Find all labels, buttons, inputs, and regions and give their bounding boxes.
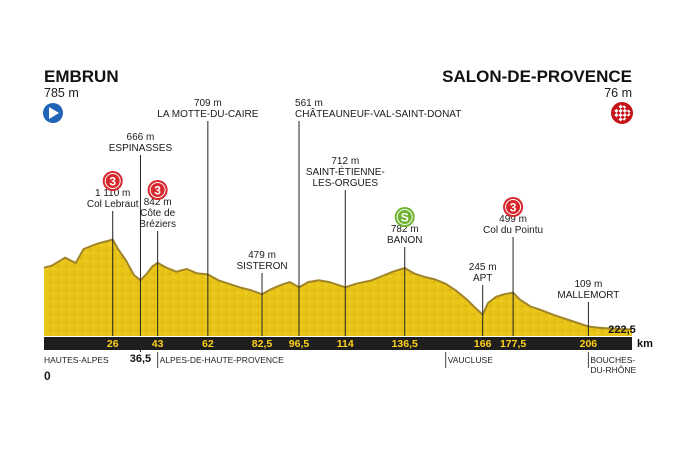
waypoint-name: MALLEMORT bbox=[557, 290, 619, 301]
waypoint-name: LA MOTTE-DU-CAIRE bbox=[157, 109, 258, 120]
waypoint-altitude: 709 m bbox=[194, 98, 222, 109]
waypoint-altitude: 109 m bbox=[574, 279, 602, 290]
start-altitude: 785 m bbox=[44, 86, 79, 100]
badge-ring bbox=[149, 182, 166, 198]
region-label: VAUCLUSE bbox=[448, 355, 494, 365]
km-bar bbox=[44, 337, 632, 350]
waypoint-altitude: 842 m bbox=[144, 197, 172, 208]
waypoint-name: APT bbox=[473, 273, 492, 284]
finish-altitude: 76 m bbox=[604, 86, 632, 100]
badge-ring bbox=[104, 173, 121, 189]
finish-town: SALON-DE-PROVENCE bbox=[442, 67, 632, 86]
waypoint-name: CHÂTEAUNEUF-VAL-SAINT-DONAT bbox=[295, 107, 461, 120]
badge-label: 3 bbox=[510, 201, 517, 215]
badge-label: 3 bbox=[154, 184, 161, 198]
waypoint-altitude: 666 m bbox=[127, 132, 155, 143]
region-label: ALPES-DE-HAUTE-PROVENCE bbox=[160, 355, 285, 365]
waypoint-name: Col Lebraut bbox=[87, 199, 139, 210]
badge-label: S bbox=[401, 211, 409, 225]
waypoint-altitude: 782 m bbox=[391, 224, 419, 235]
km-tick-label: 206 bbox=[580, 338, 598, 350]
region-label: HAUTES-ALPES bbox=[44, 355, 109, 365]
km-tick-label: 62 bbox=[202, 338, 214, 350]
origin-label: 0 bbox=[44, 369, 51, 383]
km-unit-label: km bbox=[637, 338, 653, 350]
km-tick-label: 166 bbox=[474, 338, 492, 350]
waypoint-altitude: 245 m bbox=[469, 262, 497, 273]
km-tick-label: 136,5 bbox=[392, 338, 418, 350]
km-tick-label: 177,5 bbox=[500, 338, 526, 350]
region-label: BOUCHES-DU-RHÔNE bbox=[590, 355, 636, 375]
elevation-profile-area bbox=[44, 239, 632, 336]
waypoint-name: BANON bbox=[387, 235, 423, 246]
km-tick-label: 96,5 bbox=[289, 338, 310, 350]
waypoint-name: SISTERON bbox=[236, 261, 287, 272]
km-tick-label: 26 bbox=[107, 338, 119, 350]
km-tick-label: 222,5 bbox=[608, 324, 636, 336]
km-tick-label: 82,5 bbox=[252, 338, 273, 350]
waypoint-name: Col du Pointu bbox=[483, 225, 543, 236]
badge-ring bbox=[505, 199, 522, 215]
start-town: EMBRUN bbox=[44, 67, 119, 86]
km-tick-label: 114 bbox=[337, 338, 354, 350]
badge-label: 3 bbox=[109, 175, 116, 189]
start-icon bbox=[43, 103, 63, 123]
waypoint-name: ESPINASSES bbox=[109, 143, 173, 154]
waypoint-altitude: 499 m bbox=[499, 214, 527, 225]
km-tick-label: 36,5 bbox=[130, 353, 151, 365]
waypoint-name: SAINT-ÉTIENNE-LES-ORGUES bbox=[306, 165, 385, 189]
badge-ring bbox=[396, 209, 413, 225]
km-tick-label: 43 bbox=[152, 338, 164, 350]
waypoint-altitude: 712 m bbox=[331, 156, 359, 167]
waypoint-altitude: 561 m bbox=[295, 98, 323, 109]
waypoint-name: Côte de Bréziers bbox=[139, 208, 176, 230]
waypoint-altitude: 1 110 m bbox=[95, 188, 130, 199]
waypoint-altitude: 479 m bbox=[248, 250, 276, 261]
finish-flag-icon bbox=[611, 102, 633, 124]
